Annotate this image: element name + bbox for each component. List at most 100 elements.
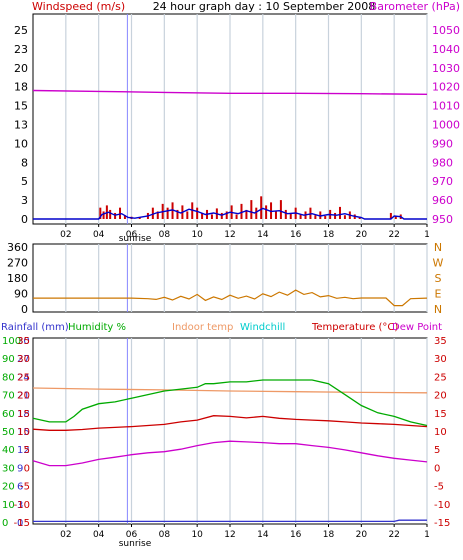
sunrise-label: sunrise bbox=[119, 234, 152, 244]
gust-bar bbox=[289, 212, 292, 219]
x-tick-label: 04 bbox=[93, 530, 105, 540]
x-tick-label: 06 bbox=[126, 530, 138, 540]
y-tick-label: 15 bbox=[17, 409, 30, 420]
gust-bar bbox=[314, 215, 317, 219]
gust-bar bbox=[102, 211, 105, 219]
y-tick-label: 10 bbox=[17, 427, 30, 438]
y-tick-label: 15 bbox=[17, 427, 30, 438]
dew-point-line bbox=[32, 440, 428, 467]
gust-bar bbox=[201, 212, 204, 219]
y-tick-label: 1000 bbox=[432, 119, 460, 132]
rainfall-line bbox=[33, 519, 427, 523]
y-tick-label: 0 bbox=[21, 303, 28, 316]
y-tick-label: 30 bbox=[2, 463, 15, 474]
gust-bar bbox=[250, 200, 253, 219]
y-tick-label: 8 bbox=[21, 156, 28, 169]
wind-direction-degrees-axis: 0 90 180 270 360 bbox=[7, 241, 28, 316]
temperature-humidity-grid bbox=[65, 338, 428, 524]
gust-bar bbox=[186, 211, 189, 219]
x-tick-label: 04 bbox=[93, 230, 105, 240]
gust-bar bbox=[225, 211, 228, 219]
y-tick-label: 20 bbox=[434, 391, 447, 402]
y-tick-label: 23 bbox=[14, 43, 28, 56]
gust-bar bbox=[284, 209, 287, 219]
y-tick-label: 20 bbox=[14, 62, 28, 75]
barometer-axis: 950 960 970 980 990 1000 1010 1020 1030 1040 1050 bbox=[432, 24, 460, 226]
y-tick-label: 1020 bbox=[432, 81, 460, 94]
gust-bar bbox=[151, 207, 154, 219]
x-tick-label: 16 bbox=[290, 230, 302, 240]
wind-direction-series bbox=[33, 289, 428, 307]
y-tick-label: 100 bbox=[2, 336, 21, 347]
y-tick-label: 27 bbox=[17, 354, 30, 365]
x-tick-label: 02 bbox=[60, 530, 71, 540]
y-tick-label: 1030 bbox=[432, 62, 460, 75]
gust-bar bbox=[119, 207, 122, 219]
y-tick-label: 60 bbox=[2, 409, 15, 420]
gust-bar bbox=[255, 207, 258, 219]
y-tick-label: 0 bbox=[434, 463, 440, 474]
gust-bar bbox=[99, 207, 102, 219]
wind-average-line bbox=[33, 207, 427, 220]
gust-bar bbox=[235, 214, 238, 219]
x-tick-label: 06 bbox=[126, 230, 138, 240]
temperature-axis-right: -15 -10 -5 0 5 10 15 20 25 30 35 bbox=[434, 336, 450, 529]
barometer-label: Barometer (hPa) bbox=[370, 0, 460, 13]
y-tick-label: 10 bbox=[14, 137, 28, 150]
y-tick-label: 13 bbox=[14, 119, 28, 132]
y-tick-label: 18 bbox=[14, 81, 28, 94]
windspeed-label: Windspeed (m/s) bbox=[32, 0, 125, 13]
gust-bar bbox=[394, 215, 397, 219]
y-tick-label: 15 bbox=[434, 409, 447, 420]
gust-bar bbox=[123, 215, 126, 219]
indoor-temp-line bbox=[32, 387, 428, 394]
y-tick-label: 21 bbox=[17, 391, 30, 402]
humidity-line bbox=[32, 379, 428, 427]
y-tick-label: 24 bbox=[17, 372, 30, 383]
x-tick-label: 18 bbox=[323, 530, 335, 540]
y-tick-label: -5 bbox=[434, 482, 444, 493]
y-tick-label: -15 bbox=[14, 518, 30, 529]
gust-bar bbox=[299, 214, 302, 219]
y-tick-label: E bbox=[435, 288, 442, 301]
rainfall-label: Rainfall (mm) bbox=[1, 322, 69, 333]
y-tick-label: 10 bbox=[2, 500, 15, 511]
y-tick-label: N bbox=[434, 241, 442, 254]
y-tick-label: -15 bbox=[434, 518, 450, 529]
y-tick-label: 360 bbox=[7, 241, 28, 254]
y-tick-label: 980 bbox=[432, 156, 453, 169]
gust-bar bbox=[210, 214, 213, 219]
y-tick-label: 10 bbox=[434, 427, 447, 438]
y-tick-label: 1010 bbox=[432, 100, 460, 113]
x-tick-label: 14 bbox=[257, 230, 269, 240]
y-tick-label: 9 bbox=[17, 463, 23, 474]
gust-bar bbox=[319, 211, 322, 219]
x-tick-label: 22 bbox=[388, 230, 399, 240]
gust-bar bbox=[196, 207, 199, 219]
y-tick-label: 35 bbox=[434, 336, 447, 347]
windchill-label: Windchill bbox=[240, 322, 285, 333]
x-tick-label: 20 bbox=[356, 230, 368, 240]
temp-time-axis: 02 04 06 08 10 12 14 16 18 20 22 1 bbox=[60, 524, 430, 540]
y-tick-label: 18 bbox=[17, 409, 30, 420]
y-tick-label: -10 bbox=[434, 500, 450, 511]
x-tick-label: 10 bbox=[191, 230, 203, 240]
gust-bar bbox=[171, 202, 174, 219]
barometer-line bbox=[32, 89, 428, 95]
gust-bar bbox=[274, 211, 277, 219]
y-tick-label: 35 bbox=[17, 336, 30, 347]
y-tick-label: 15 bbox=[14, 100, 28, 113]
x-tick-label: 22 bbox=[388, 530, 399, 540]
x-tick-label: 02 bbox=[60, 230, 71, 240]
x-tick-label: 08 bbox=[159, 530, 171, 540]
y-tick-label: 30 bbox=[434, 354, 447, 365]
y-tick-label: 0 bbox=[2, 518, 8, 529]
y-tick-label: 50 bbox=[2, 427, 15, 438]
x-tick-label: 16 bbox=[290, 530, 302, 540]
gust-bar bbox=[156, 211, 159, 219]
